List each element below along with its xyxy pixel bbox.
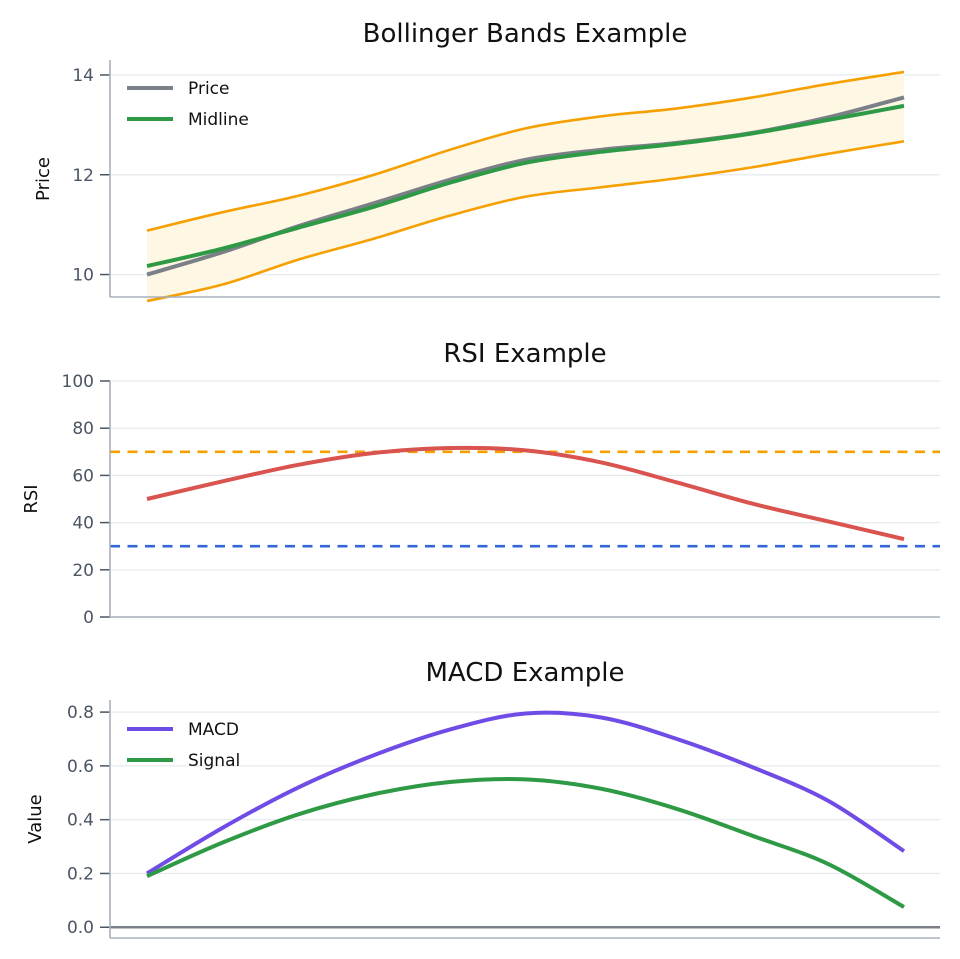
bollinger-tick-label: 14 — [72, 66, 94, 86]
rsi-y-axis-label: RSI — [21, 484, 42, 513]
macd-y-axis-label: Value — [25, 794, 46, 843]
bollinger-tick-label: 10 — [72, 266, 94, 286]
macd-y-ticks: 0.0 0.2 0.4 0.6 0.8 — [67, 703, 110, 938]
legend-label-midline: Midline — [188, 110, 249, 130]
rsi-tick-label: 60 — [72, 466, 94, 486]
bollinger-band — [146, 70, 905, 303]
legend-label-signal: Signal — [188, 751, 240, 771]
signal-line — [146, 776, 905, 909]
rsi-tick-label: 20 — [72, 561, 94, 581]
macd-tick-label: 0.8 — [67, 703, 94, 723]
macd-panel: MACD Example Value 0.0 0.2 0.4 0.6 0.8 MACD … — [25, 658, 940, 939]
bollinger-panel: Bollinger Bands Example Price 10 12 14 Pri… — [33, 19, 940, 303]
macd-tick-label: 0.2 — [67, 864, 94, 884]
rsi-tick-label: 100 — [62, 372, 94, 392]
rsi-threshold-lines — [110, 450, 940, 548]
bollinger-y-ticks: 10 12 14 — [72, 66, 110, 286]
bollinger-y-axis-label: Price — [33, 157, 54, 201]
rsi-title: RSI Example — [443, 339, 606, 369]
rsi-panel: RSI Example RSI 0 20 40 60 80 100 — [21, 339, 940, 628]
bollinger-series — [146, 95, 905, 277]
macd-axes — [109, 700, 940, 939]
rsi-gridlines — [110, 380, 940, 618]
macd-line — [145, 710, 906, 876]
legend-label-macd: MACD — [188, 720, 239, 740]
rsi-tick-label: 0 — [83, 608, 94, 628]
bollinger-tick-label: 12 — [72, 166, 94, 186]
macd-tick-label: 0.0 — [67, 918, 94, 938]
rsi-line — [146, 445, 905, 542]
legend-label-price: Price — [188, 79, 229, 99]
band-fill — [147, 71, 904, 301]
lower-band-line — [146, 140, 905, 303]
rsi-y-ticks: 0 20 40 60 80 100 — [62, 372, 110, 628]
macd-legend: MACD Signal — [127, 720, 240, 771]
bollinger-legend: Price Midline — [127, 79, 249, 130]
upper-band-line — [146, 70, 905, 232]
macd-series — [145, 710, 906, 909]
midline-line — [146, 103, 905, 269]
rsi-tick-label: 40 — [72, 514, 94, 534]
macd-tick-label: 0.4 — [67, 811, 94, 831]
macd-title: MACD Example — [426, 658, 625, 688]
bollinger-axes — [109, 60, 940, 298]
macd-tick-label: 0.6 — [67, 757, 94, 777]
rsi-series — [146, 445, 905, 542]
rsi-axes — [109, 381, 940, 618]
bollinger-title: Bollinger Bands Example — [363, 19, 688, 49]
rsi-tick-label: 80 — [72, 419, 94, 439]
